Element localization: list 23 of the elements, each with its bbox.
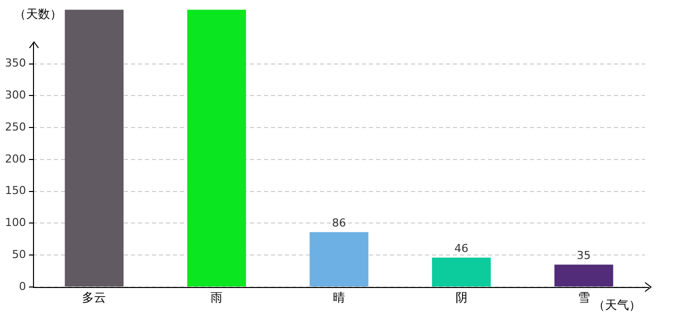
y-axis-title: （天数） [14,7,62,22]
x-tick-label: 晴 [333,290,345,304]
data-label: 35 [576,249,591,262]
data-label: 86 [332,216,346,230]
bar [554,264,614,286]
x-tick-label: 多云 [82,290,106,304]
y-tick-label: 150 [5,184,26,198]
y-tick-label: 0 [19,280,26,293]
data-label: 46 [454,242,468,256]
bar [187,10,246,286]
y-tick-label: 300 [5,88,26,102]
x-tick-label: 阴 [455,290,468,304]
y-tick-label: 200 [5,152,26,166]
x-tick-label: 雪 [578,290,590,304]
x-axis-title: （天气） [593,298,641,312]
x-tick-label: 雨 [210,290,223,304]
bar [310,232,368,286]
y-tick-label: 250 [5,120,26,134]
bar [64,10,124,286]
y-tick-label: 100 [5,216,26,230]
bar [432,258,491,286]
y-tick-label: 50 [12,248,26,261]
y-tick-label: 350 [5,56,26,70]
